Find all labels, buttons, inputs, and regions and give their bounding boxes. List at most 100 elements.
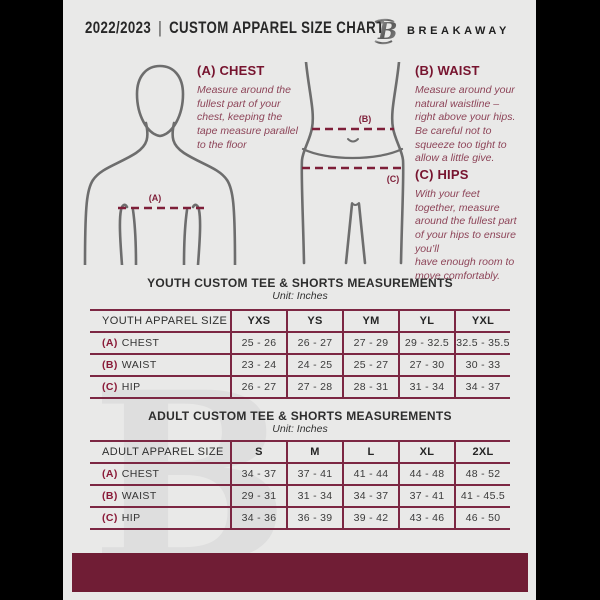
adult-table-unit: Unit: Inches bbox=[272, 423, 328, 435]
brand-name: BREAKAWAY bbox=[407, 25, 510, 37]
waist-instructions: (B) WAIST Measure around your natural wa… bbox=[415, 63, 533, 166]
row-prefix: (A) bbox=[102, 468, 118, 480]
column-header: YOUTH APPAREL SIZE bbox=[102, 315, 228, 327]
page-title: 2022/2023 | CUSTOM APPAREL SIZE CHART bbox=[85, 18, 385, 38]
column-header: YXS bbox=[230, 311, 286, 331]
footer-bar bbox=[72, 553, 528, 592]
title-year: 2022/2023 bbox=[85, 18, 152, 37]
chest-heading: (A) CHEST bbox=[197, 63, 265, 78]
table-row-hip: (C) HIP 34 - 36 36 - 39 39 - 42 43 - 46 4… bbox=[90, 506, 510, 530]
row-label: CHEST bbox=[121, 337, 160, 349]
waist-heading: (B) WAIST bbox=[415, 63, 480, 78]
table-row-waist: (B) WAIST 29 - 31 31 - 34 34 - 37 37 - 41… bbox=[90, 484, 510, 506]
column-header: YL bbox=[398, 311, 454, 331]
youth-table-title: YOUTH CUSTOM TEE & SHORTS MEASUREMENTS bbox=[147, 276, 453, 290]
table-cell: 24 - 25 bbox=[286, 355, 342, 375]
size-chart-document: B 2022/2023 | CUSTOM APPAREL SIZE CHART B … bbox=[63, 0, 536, 600]
row-label-cell: (B) WAIST bbox=[90, 355, 230, 375]
column-header: L bbox=[342, 442, 398, 462]
table-cell: 26 - 27 bbox=[286, 333, 342, 353]
table-cell: 26 - 27 bbox=[230, 377, 286, 397]
table-cell: 34 - 37 bbox=[454, 377, 510, 397]
table-cell: 29 - 32.5 bbox=[398, 333, 454, 353]
adult-size-table: ADULT APPAREL SIZE S M L XL 2XL (A) CHEST… bbox=[90, 440, 510, 530]
column-header: YXL bbox=[454, 311, 510, 331]
table-cell: 25 - 26 bbox=[230, 333, 286, 353]
table-row-hip: (C) HIP 26 - 27 27 - 28 28 - 31 31 - 34 3… bbox=[90, 375, 510, 399]
adult-table-title: ADULT CUSTOM TEE & SHORTS MEASUREMENTS bbox=[148, 409, 452, 423]
waist-body-text: Measure around your natural waistline – … bbox=[415, 84, 516, 165]
title-divider: | bbox=[158, 18, 163, 37]
table-cell: 29 - 31 bbox=[230, 486, 286, 506]
hips-line-label: (C) bbox=[387, 174, 400, 184]
table-cell: 41 - 44 bbox=[342, 464, 398, 484]
table-cell: 39 - 42 bbox=[342, 508, 398, 528]
youth-header-row: YOUTH APPAREL SIZE YXS YS YM YL YXL bbox=[90, 309, 510, 331]
waist-line-label: (B) bbox=[359, 114, 372, 124]
chest-body-text: Measure around the fullest part of your … bbox=[197, 84, 298, 151]
column-header: YM bbox=[342, 311, 398, 331]
table-cell: 27 - 28 bbox=[286, 377, 342, 397]
table-cell: 30 - 33 bbox=[454, 355, 510, 375]
youth-size-table: YOUTH APPAREL SIZE YXS YS YM YL YXL (A) C… bbox=[90, 309, 510, 399]
row-label-cell: (A) CHEST bbox=[90, 333, 230, 353]
row-label: WAIST bbox=[121, 490, 157, 502]
table-cell: 25 - 27 bbox=[342, 355, 398, 375]
chest-line-label: (A) bbox=[149, 193, 162, 203]
row-prefix: (C) bbox=[102, 381, 118, 393]
table-cell: 41 - 45.5 bbox=[454, 486, 510, 506]
table-cell: 46 - 50 bbox=[454, 508, 510, 528]
hips-body-text: With your feet together, measure around … bbox=[415, 188, 517, 282]
table-cell: 32.5 - 35.5 bbox=[454, 333, 510, 353]
row-prefix: (B) bbox=[102, 359, 118, 371]
table-cell: 48 - 52 bbox=[454, 464, 510, 484]
row-prefix: (A) bbox=[102, 337, 118, 349]
chest-instructions: (A) CHEST Measure around the fullest par… bbox=[197, 63, 315, 152]
column-header: S bbox=[230, 442, 286, 462]
row-prefix: (B) bbox=[102, 490, 118, 502]
table-cell: 27 - 30 bbox=[398, 355, 454, 375]
table-cell: 31 - 34 bbox=[286, 486, 342, 506]
column-header: ADULT APPAREL SIZE bbox=[102, 446, 224, 458]
row-label-cell: (B) WAIST bbox=[90, 486, 230, 506]
table-cell: 37 - 41 bbox=[286, 464, 342, 484]
row-label-cell: (C) HIP bbox=[90, 508, 230, 528]
table-cell: 23 - 24 bbox=[230, 355, 286, 375]
table-cell: 34 - 37 bbox=[342, 486, 398, 506]
table-row-chest: (A) CHEST 34 - 37 37 - 41 41 - 44 44 - 48… bbox=[90, 462, 510, 484]
adult-header-row: ADULT APPAREL SIZE S M L XL 2XL bbox=[90, 440, 510, 462]
table-row-waist: (B) WAIST 23 - 24 24 - 25 25 - 27 27 - 30… bbox=[90, 353, 510, 375]
lower-body-diagram: (B) (C) bbox=[300, 62, 405, 265]
row-label: WAIST bbox=[121, 359, 157, 371]
table-cell: 28 - 31 bbox=[342, 377, 398, 397]
row-label-cell: (A) CHEST bbox=[90, 464, 230, 484]
column-header: M bbox=[286, 442, 342, 462]
table-cell: 34 - 37 bbox=[230, 464, 286, 484]
title-text: CUSTOM APPAREL SIZE CHART bbox=[169, 18, 385, 37]
navel-mark bbox=[347, 138, 359, 143]
row-label: HIP bbox=[121, 381, 141, 393]
upper-body-diagram: (A) bbox=[83, 64, 237, 265]
breakaway-b-logo-icon: B bbox=[374, 18, 397, 45]
column-header: 2XL bbox=[454, 442, 510, 462]
table-cell: 37 - 41 bbox=[398, 486, 454, 506]
hips-heading: (C) HIPS bbox=[415, 167, 469, 182]
table-cell: 44 - 48 bbox=[398, 464, 454, 484]
row-prefix: (C) bbox=[102, 512, 118, 524]
row-label: HIP bbox=[121, 512, 141, 524]
hips-instructions: (C) HIPS With your feet together, measur… bbox=[415, 167, 533, 283]
column-header: YS bbox=[286, 311, 342, 331]
row-label-cell: (C) HIP bbox=[90, 377, 230, 397]
hip-contour-line bbox=[301, 147, 404, 160]
table-cell: 34 - 36 bbox=[230, 508, 286, 528]
table-cell: 31 - 34 bbox=[398, 377, 454, 397]
table-cell: 36 - 39 bbox=[286, 508, 342, 528]
brand-lockup: B BREAKAWAY bbox=[373, 17, 510, 45]
table-row-chest: (A) CHEST 25 - 26 26 - 27 27 - 29 29 - 32… bbox=[90, 331, 510, 353]
svg-text:B: B bbox=[377, 18, 397, 45]
youth-table-unit: Unit: Inches bbox=[272, 290, 328, 302]
column-header: XL bbox=[398, 442, 454, 462]
table-cell: 43 - 46 bbox=[398, 508, 454, 528]
table-cell: 27 - 29 bbox=[342, 333, 398, 353]
